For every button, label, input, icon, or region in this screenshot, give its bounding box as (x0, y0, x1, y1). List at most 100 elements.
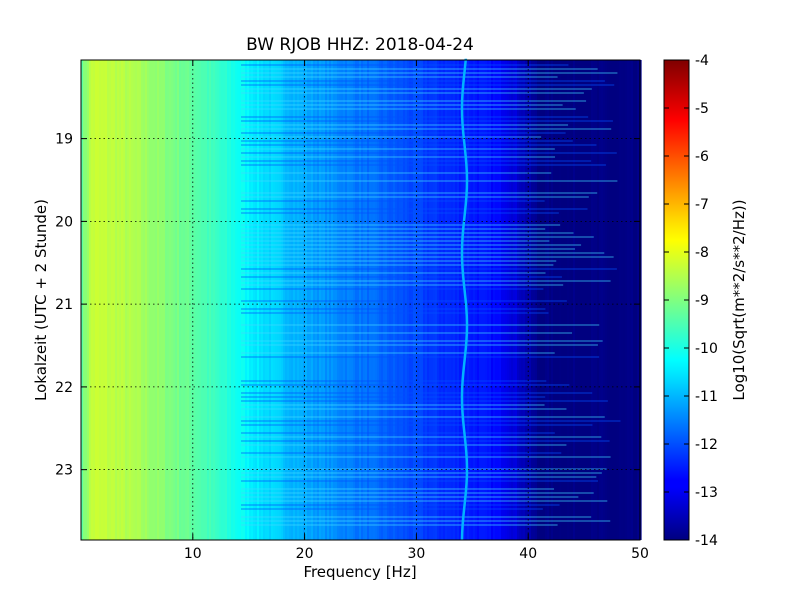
heatmap-column (481, 60, 484, 540)
heatmap-row-band (241, 520, 611, 522)
heatmap-row-band (241, 256, 614, 258)
heatmap-column (233, 60, 236, 540)
heatmap-column (445, 60, 448, 540)
y-tick-label: 22 (55, 380, 73, 396)
heatmap-column (117, 60, 120, 540)
heatmap-row-band (241, 144, 597, 146)
heatmap-column (505, 60, 508, 540)
heatmap-column (239, 60, 242, 540)
heatmap-column (109, 60, 112, 540)
heatmap-column (345, 60, 348, 540)
heatmap-column (113, 60, 116, 540)
heatmap-column (343, 60, 346, 540)
heatmap-column (621, 60, 624, 540)
heatmap-row-band (241, 516, 592, 518)
heatmap-column (255, 60, 258, 540)
heatmap-column (245, 60, 248, 540)
heatmap-column (91, 60, 94, 540)
heatmap-column (541, 60, 544, 540)
heatmap-column (493, 60, 496, 540)
heatmap-column (347, 60, 350, 540)
heatmap-row-band (241, 228, 546, 230)
heatmap-column (555, 60, 558, 540)
heatmap-row-band (241, 236, 594, 238)
heatmap-column (537, 60, 540, 540)
heatmap-column (221, 60, 224, 540)
heatmap-row-band (241, 64, 569, 66)
heatmap-row-band (241, 264, 554, 266)
heatmap-row-band (241, 104, 563, 106)
heatmap-column (335, 60, 338, 540)
heatmap-row-band (241, 492, 594, 494)
y-tick-label: 20 (55, 214, 73, 230)
heatmap-row-band (241, 100, 587, 102)
heatmap-column (399, 60, 402, 540)
heatmap-column (325, 60, 328, 540)
heatmap-column (487, 60, 490, 540)
heatmap-row-band (241, 208, 588, 210)
heatmap-column (461, 60, 464, 540)
heatmap-row-band (241, 380, 547, 382)
heatmap-column (313, 60, 316, 540)
heatmap-column (155, 60, 158, 540)
heatmap-column (87, 60, 90, 540)
heatmap-column (251, 60, 254, 540)
heatmap-row-band (241, 344, 598, 346)
heatmap-column (195, 60, 198, 540)
heatmap-column (599, 60, 602, 540)
x-tick-label: 40 (519, 546, 537, 562)
heatmap-column (211, 60, 214, 540)
heatmap-column (247, 60, 250, 540)
heatmap-column (627, 60, 630, 540)
heatmap-column (125, 60, 128, 540)
heatmap-column (291, 60, 294, 540)
heatmap-column (381, 60, 384, 540)
heatmap-column (503, 60, 506, 540)
chart-title: BW RJOB HHZ: 2018-04-24 (246, 35, 474, 55)
colorbar-tick-label: -13 (695, 485, 718, 501)
heatmap-column (617, 60, 620, 540)
heatmap-row-band (241, 324, 600, 326)
heatmap-column (619, 60, 622, 540)
heatmap-column (103, 60, 106, 540)
heatmap-column (391, 60, 394, 540)
heatmap-column (431, 60, 434, 540)
heatmap-column (259, 60, 262, 540)
heatmap-column (209, 60, 212, 540)
heatmap-column (339, 60, 342, 540)
heatmap-column (223, 60, 226, 540)
heatmap-column (561, 60, 564, 540)
heatmap-column (443, 60, 446, 540)
heatmap-row-band (241, 260, 557, 262)
heatmap-column (263, 60, 266, 540)
heatmap-column (279, 60, 282, 540)
heatmap-column (205, 60, 208, 540)
heatmap-column (199, 60, 202, 540)
heatmap-column (99, 60, 102, 540)
heatmap-column (479, 60, 482, 540)
heatmap-column (483, 60, 486, 540)
heatmap-row-band (241, 432, 555, 434)
heatmap-row-band (241, 128, 612, 130)
heatmap-column (133, 60, 136, 540)
heatmap-row-band (241, 396, 546, 398)
heatmap-column (97, 60, 100, 540)
heatmap-column (329, 60, 332, 540)
heatmap-column (93, 60, 96, 540)
heatmap-column (411, 60, 414, 540)
heatmap-column (187, 60, 190, 540)
heatmap-column (269, 60, 272, 540)
heatmap-column (573, 60, 576, 540)
heatmap-row-band (241, 500, 608, 502)
heatmap-column (609, 60, 612, 540)
heatmap-row-band (241, 132, 566, 134)
heatmap-column (369, 60, 372, 540)
heatmap-column (425, 60, 428, 540)
colorbar-tick-label: -10 (695, 341, 718, 357)
y-tick-label: 23 (55, 463, 73, 479)
heatmap-column (101, 60, 104, 540)
heatmap-column (473, 60, 476, 540)
heatmap-column (285, 60, 288, 540)
heatmap-row-band (241, 300, 567, 302)
